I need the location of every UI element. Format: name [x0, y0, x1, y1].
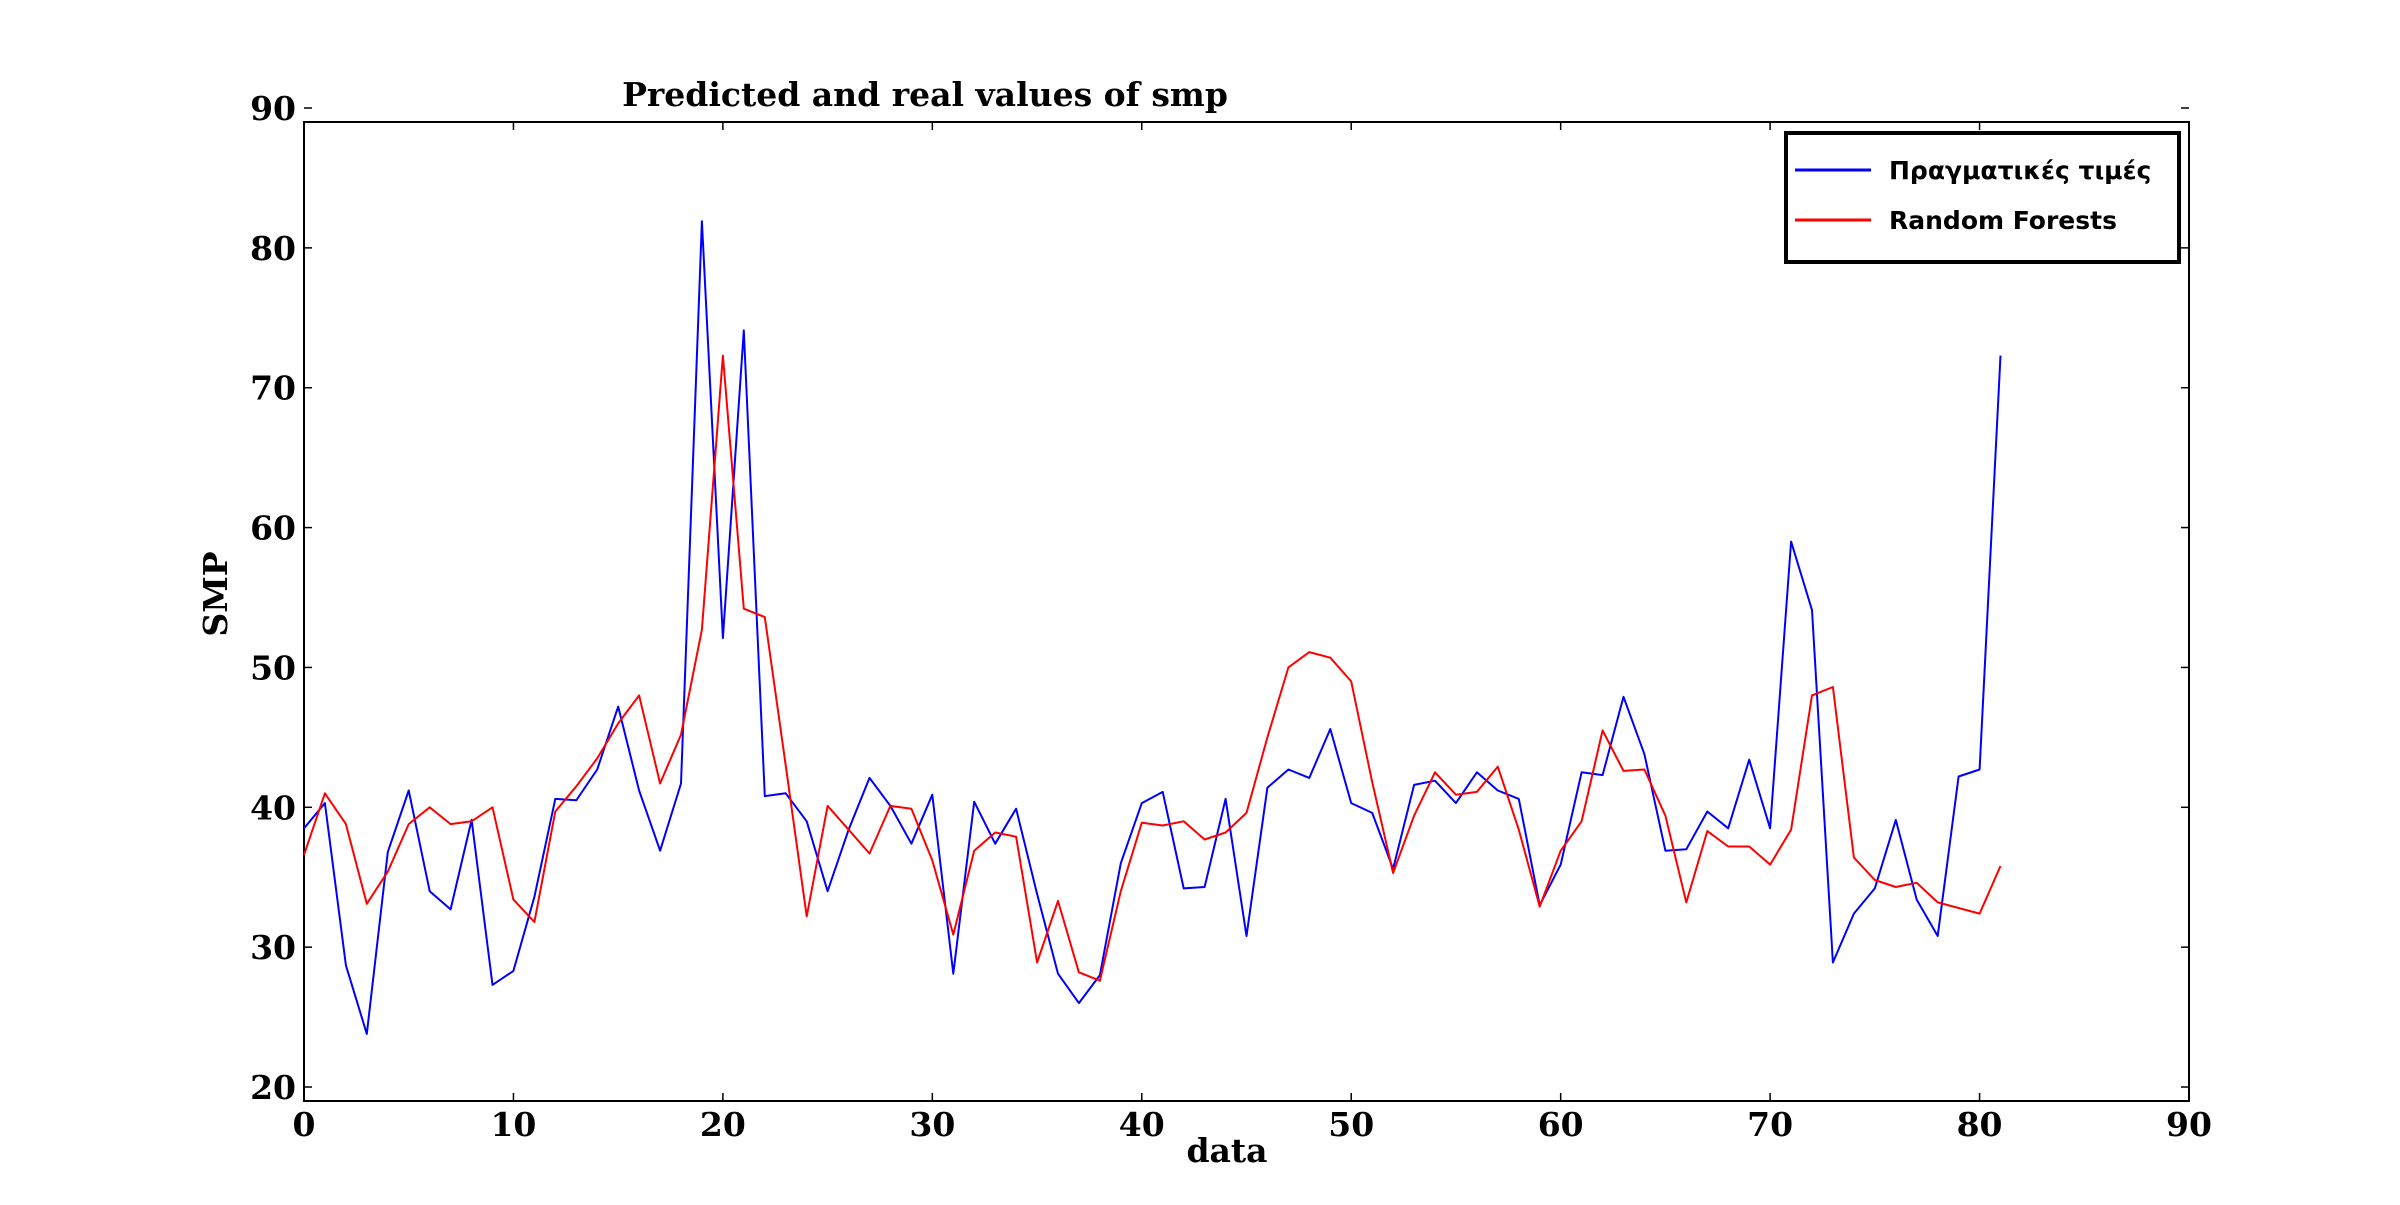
axis-ticks — [303, 107, 2190, 1101]
x-tick-label: 60 — [1538, 1105, 1584, 1144]
x-tick-label: 50 — [1328, 1105, 1374, 1144]
series-lines — [303, 220, 2002, 1035]
legend: Πραγματικές τιμές Random Forests — [1784, 131, 2181, 264]
y-tick-label: 70 — [250, 369, 296, 408]
x-tick-label: 10 — [490, 1105, 536, 1144]
x-tick-label: 40 — [1119, 1105, 1165, 1144]
y-tick-label: 60 — [250, 509, 296, 548]
axis-tick-labels: 0 10 20 30 40 50 60 70 80 90 20 30 40 50 60 70 80 90 — [250, 89, 2212, 1144]
chart-title: Predicted and real values of smp — [622, 75, 1228, 114]
y-tick-label: 90 — [250, 89, 296, 128]
x-tick-label: 70 — [1747, 1105, 1793, 1144]
x-axis-label: data — [1186, 1131, 1267, 1170]
x-tick-label: 0 — [293, 1105, 316, 1144]
x-tick-label: 90 — [2166, 1105, 2212, 1144]
y-tick-label: 80 — [250, 229, 296, 268]
x-tick-label: 30 — [909, 1105, 955, 1144]
plot-area-frame — [303, 121, 2190, 1102]
y-tick-label: 30 — [250, 928, 296, 967]
series-line-real — [303, 220, 2002, 1035]
legend-label-real: Πραγματικές τιμές — [1889, 156, 2151, 185]
legend-label-random-forests: Random Forests — [1889, 206, 2117, 235]
y-tick-label: 50 — [250, 648, 296, 687]
series-line-random-forests — [303, 354, 2002, 982]
x-tick-label: 80 — [1957, 1105, 2003, 1144]
y-tick-label: 20 — [250, 1068, 296, 1107]
y-axis-label: SMP — [196, 551, 235, 636]
x-tick-label: 20 — [700, 1105, 746, 1144]
legend-box — [1784, 131, 2181, 264]
y-tick-label: 40 — [250, 788, 296, 827]
